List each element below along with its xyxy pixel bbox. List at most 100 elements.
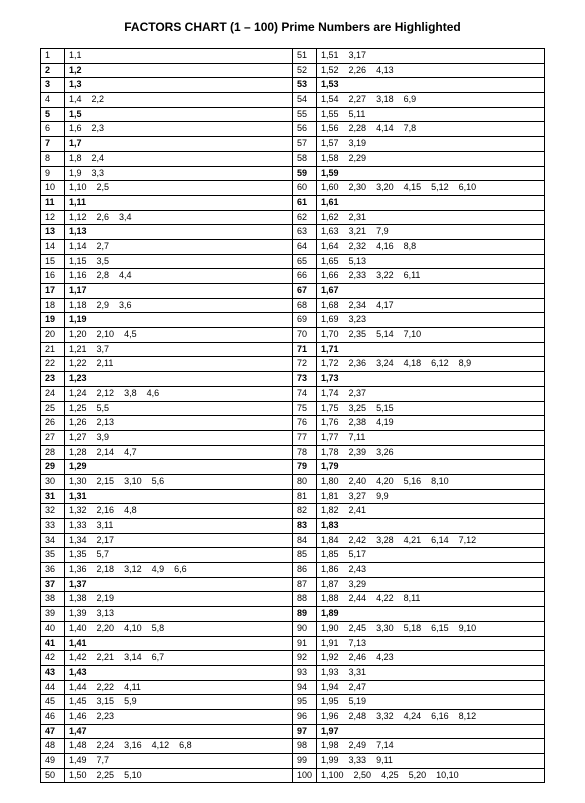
factors-cell: 1,19 <box>65 313 293 328</box>
factors-cell: 1,402,204,105,8 <box>65 621 293 636</box>
number-cell: 49 <box>41 754 65 769</box>
number-cell: 66 <box>293 269 317 284</box>
factors-cell: 1,602,303,204,155,126,10 <box>317 181 545 196</box>
number-cell: 78 <box>293 445 317 460</box>
number-cell: 67 <box>293 284 317 299</box>
number-cell: 13 <box>41 225 65 240</box>
chart-title: FACTORS CHART (1 – 100) Prime Numbers ar… <box>40 20 545 34</box>
factors-cell: 1,993,339,11 <box>317 754 545 769</box>
number-cell: 47 <box>41 724 65 739</box>
factors-cell: 1,753,255,15 <box>317 401 545 416</box>
factors-cell: 1,633,217,9 <box>317 225 545 240</box>
factors-cell: 1,342,17 <box>65 533 293 548</box>
factors-cell: 1,802,404,205,168,10 <box>317 474 545 489</box>
number-cell: 60 <box>293 181 317 196</box>
factors-cell: 1,782,393,26 <box>317 445 545 460</box>
number-cell: 33 <box>41 519 65 534</box>
factors-cell: 1,42,2 <box>65 93 293 108</box>
number-cell: 38 <box>41 592 65 607</box>
number-cell: 63 <box>293 225 317 240</box>
number-cell: 94 <box>293 680 317 695</box>
factors-cell: 1,813,279,9 <box>317 489 545 504</box>
factors-cell: 1,262,13 <box>65 416 293 431</box>
factors-cell: 1,1 <box>65 49 293 64</box>
factors-cell: 1,722,363,244,186,128,9 <box>317 357 545 372</box>
factors-cell: 1,522,264,13 <box>317 63 545 78</box>
number-cell: 30 <box>41 474 65 489</box>
number-cell: 20 <box>41 328 65 343</box>
factors-cell: 1,582,29 <box>317 151 545 166</box>
number-cell: 93 <box>293 665 317 680</box>
factors-cell: 1,642,324,168,8 <box>317 239 545 254</box>
factors-cell: 1,322,164,8 <box>65 504 293 519</box>
factors-cell: 1,742,37 <box>317 386 545 401</box>
number-cell: 12 <box>41 210 65 225</box>
number-cell: 75 <box>293 401 317 416</box>
number-cell: 45 <box>41 695 65 710</box>
number-cell: 6 <box>41 122 65 137</box>
factors-cell: 1,762,384,19 <box>317 416 545 431</box>
number-cell: 11 <box>41 195 65 210</box>
factors-cell: 1,1002,504,255,2010,10 <box>317 768 545 783</box>
factors-cell: 1,255,5 <box>65 401 293 416</box>
factors-cell: 1,5 <box>65 107 293 122</box>
number-cell: 73 <box>293 372 317 387</box>
factors-cell: 1,453,155,9 <box>65 695 293 710</box>
number-cell: 10 <box>41 181 65 196</box>
factors-cell: 1,62,3 <box>65 122 293 137</box>
factors-cell: 1,182,93,6 <box>65 298 293 313</box>
factors-cell: 1,2 <box>65 63 293 78</box>
number-cell: 16 <box>41 269 65 284</box>
factors-cell: 1,13 <box>65 225 293 240</box>
number-cell: 17 <box>41 284 65 299</box>
number-cell: 7 <box>41 137 65 152</box>
factors-cell: 1,59 <box>317 166 545 181</box>
number-cell: 76 <box>293 416 317 431</box>
number-cell: 81 <box>293 489 317 504</box>
number-cell: 92 <box>293 651 317 666</box>
number-cell: 95 <box>293 695 317 710</box>
number-cell: 34 <box>41 533 65 548</box>
number-cell: 54 <box>293 93 317 108</box>
number-cell: 58 <box>293 151 317 166</box>
factors-cell: 1,97 <box>317 724 545 739</box>
factors-cell: 1,622,31 <box>317 210 545 225</box>
number-cell: 31 <box>41 489 65 504</box>
factors-cell: 1,382,19 <box>65 592 293 607</box>
factors-cell: 1,962,483,324,246,168,12 <box>317 709 545 724</box>
number-cell: 90 <box>293 621 317 636</box>
number-cell: 19 <box>41 313 65 328</box>
factors-cell: 1,93,3 <box>65 166 293 181</box>
factors-cell: 1,7 <box>65 137 293 152</box>
number-cell: 27 <box>41 430 65 445</box>
number-cell: 84 <box>293 533 317 548</box>
factors-cell: 1,61 <box>317 195 545 210</box>
number-cell: 68 <box>293 298 317 313</box>
factors-cell: 1,122,63,4 <box>65 210 293 225</box>
factors-cell: 1,355,7 <box>65 548 293 563</box>
factors-cell: 1,462,23 <box>65 709 293 724</box>
factors-cell: 1,502,255,10 <box>65 768 293 783</box>
number-cell: 50 <box>41 768 65 783</box>
factors-cell: 1,362,183,124,96,6 <box>65 563 293 578</box>
number-cell: 61 <box>293 195 317 210</box>
factors-cell: 1,442,224,11 <box>65 680 293 695</box>
factors-cell: 1,655,13 <box>317 254 545 269</box>
number-cell: 51 <box>293 49 317 64</box>
number-cell: 18 <box>41 298 65 313</box>
number-cell: 65 <box>293 254 317 269</box>
factors-cell: 1,29 <box>65 460 293 475</box>
number-cell: 24 <box>41 386 65 401</box>
number-cell: 53 <box>293 78 317 93</box>
number-cell: 36 <box>41 563 65 578</box>
factors-cell: 1,497,7 <box>65 754 293 769</box>
factors-table: 11,1511,513,1721,2521,522,264,1331,3531,… <box>40 48 545 783</box>
number-cell: 8 <box>41 151 65 166</box>
number-cell: 69 <box>293 313 317 328</box>
number-cell: 4 <box>41 93 65 108</box>
number-cell: 72 <box>293 357 317 372</box>
factors-cell: 1,82,4 <box>65 151 293 166</box>
number-cell: 26 <box>41 416 65 431</box>
number-cell: 21 <box>41 342 65 357</box>
factors-cell: 1,83 <box>317 519 545 534</box>
